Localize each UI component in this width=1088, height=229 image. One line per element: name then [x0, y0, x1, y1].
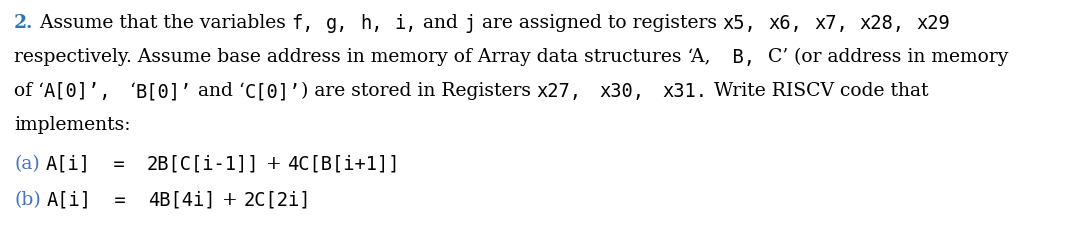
- Text: A[i]: A[i]: [47, 190, 91, 209]
- Text: A[0]’,: A[0]’,: [44, 82, 111, 101]
- Text: 4B[4i]: 4B[4i]: [148, 190, 215, 209]
- Text: j: j: [465, 14, 475, 33]
- Text: x6,: x6,: [768, 14, 802, 33]
- Text: of ‘: of ‘: [14, 82, 44, 100]
- Text: 2.: 2.: [14, 14, 34, 32]
- Text: (or address in memory: (or address in memory: [788, 48, 1009, 66]
- Text: x30,: x30,: [599, 82, 644, 101]
- Text: B[0]’: B[0]’: [135, 82, 191, 101]
- Text: x27,: x27,: [536, 82, 582, 101]
- Text: x5,: x5,: [722, 14, 756, 33]
- Text: f,: f,: [292, 14, 313, 33]
- Text: 2C[2i]: 2C[2i]: [244, 190, 311, 209]
- Text: i,: i,: [395, 14, 418, 33]
- Text: 2B[C[i-1]]: 2B[C[i-1]]: [147, 154, 260, 173]
- Text: respectively. Assume base address in memory of Array data structures ‘A,: respectively. Assume base address in mem…: [14, 48, 710, 66]
- Text: x7,: x7,: [814, 14, 848, 33]
- Text: +: +: [260, 154, 287, 172]
- Text: x28,: x28,: [860, 14, 905, 33]
- Text: x29: x29: [917, 14, 951, 33]
- Text: (a): (a): [14, 154, 40, 172]
- Text: 4C[B[i+1]]: 4C[B[i+1]]: [287, 154, 399, 173]
- Text: and: and: [418, 14, 465, 32]
- Text: h,: h,: [360, 14, 383, 33]
- Text: are assigned to registers: are assigned to registers: [475, 14, 722, 32]
- Text: A[i]: A[i]: [46, 154, 90, 173]
- Text: Assume that the variables: Assume that the variables: [34, 14, 292, 32]
- Text: C’: C’: [755, 48, 788, 66]
- Text: +: +: [215, 190, 244, 208]
- Text: ) are stored in Registers: ) are stored in Registers: [300, 82, 536, 100]
- Text: x31.: x31.: [663, 82, 707, 101]
- Text: g,: g,: [326, 14, 348, 33]
- Text: (b): (b): [14, 190, 40, 208]
- Text: =: =: [90, 154, 147, 173]
- Text: C[0]’: C[0]’: [245, 82, 300, 101]
- Text: Write RISCV code that: Write RISCV code that: [707, 82, 928, 100]
- Text: =: =: [91, 190, 148, 209]
- Text: implements:: implements:: [14, 115, 131, 134]
- Text: B,: B,: [710, 48, 755, 67]
- Text: ‘: ‘: [111, 82, 135, 100]
- Text: and ‘: and ‘: [191, 82, 245, 100]
